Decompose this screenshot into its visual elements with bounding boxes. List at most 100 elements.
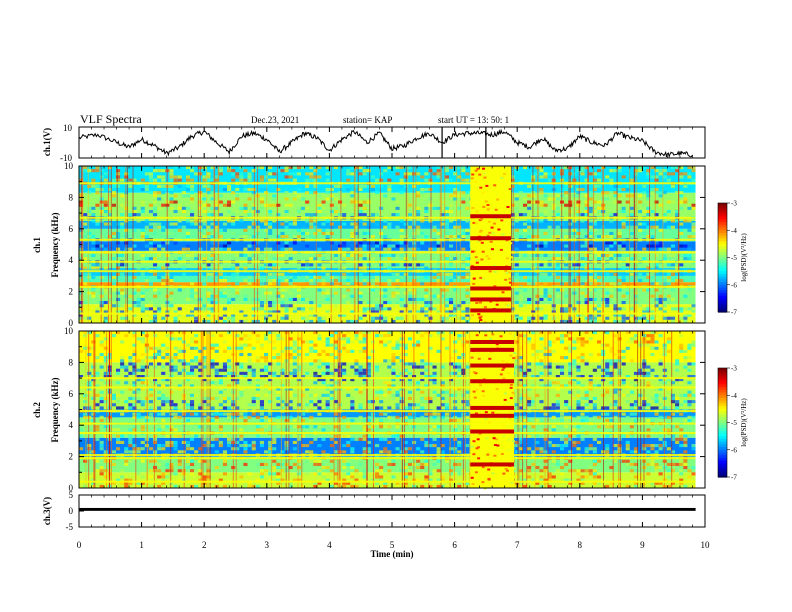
spectrogram-cell <box>465 403 470 407</box>
spectrogram-cell <box>284 247 289 251</box>
sferic-streak <box>532 166 534 323</box>
spectrogram-cell <box>444 334 449 338</box>
spectrogram-cell <box>412 241 417 245</box>
spectrogram-cell <box>592 231 597 235</box>
spectrogram-cell <box>609 257 614 261</box>
spectrogram-cell <box>621 253 626 257</box>
spectrogram-cell <box>169 175 174 179</box>
spectrogram-cell <box>547 384 552 388</box>
spectrogram-cell <box>564 356 569 360</box>
spectrogram-cell <box>383 194 388 198</box>
spectrogram-cell <box>243 206 248 210</box>
spectrogram-cell <box>580 375 585 379</box>
spectrogram-cell <box>576 319 581 323</box>
burst-cell <box>497 167 501 170</box>
burst-cell <box>470 314 474 317</box>
spectrogram-cell <box>555 403 560 407</box>
spectrogram-cell <box>136 266 141 270</box>
spectrogram-cell <box>547 172 552 176</box>
spectrogram-cell <box>288 356 293 360</box>
spectrogram-cell <box>116 178 121 182</box>
spectrogram-cell <box>395 418 400 422</box>
spectrogram-cell <box>387 425 392 429</box>
spectrogram-cell <box>276 169 281 173</box>
spectrogram-cell <box>592 282 597 286</box>
spectrogram-cell <box>309 172 314 176</box>
spectrogram-cell <box>350 349 355 353</box>
spectrogram-cell <box>264 337 269 341</box>
spectrogram-cell <box>313 275 318 279</box>
spectrogram-cell <box>292 178 297 182</box>
spectrogram-cell <box>227 365 232 369</box>
spectrogram-cell <box>564 291 569 295</box>
spectrogram-cell <box>375 244 380 248</box>
spectrogram-cell <box>235 362 240 366</box>
spectrogram-cell <box>157 310 162 314</box>
colorbar-tick-label: -4 <box>731 227 737 235</box>
spectrogram-cell <box>296 272 301 276</box>
spectrogram-cell <box>362 257 367 261</box>
spectrogram-cell <box>564 400 569 404</box>
spectrogram-cell <box>395 356 400 360</box>
spectrogram-cell <box>592 197 597 201</box>
ch1-spectrogram-ylabel-channel: ch.1 <box>32 237 42 253</box>
spectrogram-cell <box>391 356 396 360</box>
spectrogram-cell <box>214 375 219 379</box>
spectrogram-cell <box>346 359 351 363</box>
spectrogram-cell <box>650 166 655 170</box>
spectrogram-cell <box>116 175 121 179</box>
spectrogram-cell <box>588 235 593 239</box>
spectrogram-cell <box>617 359 622 363</box>
spectrogram-cell <box>551 403 556 407</box>
spectrogram-cell <box>153 434 158 438</box>
spectrogram-cell <box>239 184 244 188</box>
spectrogram-cell <box>218 412 223 416</box>
spectrogram-cell <box>276 294 281 298</box>
spectrogram-cell <box>597 425 602 429</box>
burst-cell <box>476 167 480 170</box>
spectrogram-cell <box>313 191 318 195</box>
spectrogram-cell <box>416 194 421 198</box>
spectrogram-cell <box>116 266 121 270</box>
spectrogram-cell <box>395 291 400 295</box>
spectrogram-cell <box>243 313 248 317</box>
spectrogram-cell <box>329 194 334 198</box>
spectrogram-cell <box>436 172 441 176</box>
spectrogram-cell <box>613 319 618 323</box>
spectrogram-cell <box>264 368 269 372</box>
spectrogram-cell <box>457 191 462 195</box>
spectrogram-cell <box>157 275 162 279</box>
spectrogram-cell <box>432 415 437 419</box>
spectrogram-cell <box>255 415 260 419</box>
spectrogram-cell <box>202 396 207 400</box>
spectrogram-cell <box>592 188 597 192</box>
spectrogram-cell <box>424 178 429 182</box>
spectrogram-cell <box>111 275 116 279</box>
spectrogram-cell <box>206 184 211 188</box>
spectrogram-cell <box>654 244 659 248</box>
spectrogram-cell <box>91 288 96 292</box>
spectrogram-cell <box>416 381 421 385</box>
spectrogram-cell <box>642 222 647 226</box>
spectrogram-cell <box>177 178 182 182</box>
spectrogram-cell <box>144 244 149 248</box>
spectrogram-cell <box>629 406 634 410</box>
spectrogram-cell <box>79 428 84 432</box>
spectrogram-cell <box>609 169 614 173</box>
spectrogram-cell <box>609 346 614 350</box>
spectrogram-cell <box>465 294 470 298</box>
spectrogram-cell <box>683 219 688 223</box>
spectrogram-cell <box>412 288 417 292</box>
spectrogram-cell <box>597 313 602 317</box>
spectrogram-cell <box>580 188 585 192</box>
spectrogram-cell <box>169 337 174 341</box>
spectrogram-cell <box>576 375 581 379</box>
spectrogram-cell <box>638 228 643 232</box>
spectrogram-cell <box>148 387 153 391</box>
spectrogram-cell <box>658 437 663 441</box>
spectrogram-cell <box>198 362 203 366</box>
spectrogram-cell <box>222 340 227 344</box>
spectrogram-cell <box>403 247 408 251</box>
spectrogram-cell <box>309 166 314 170</box>
spectrogram-cell <box>350 244 355 248</box>
